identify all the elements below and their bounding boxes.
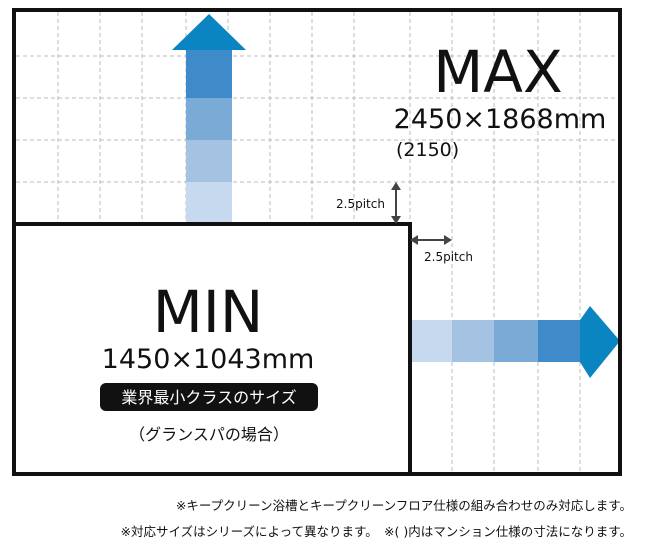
vertical-pitch bbox=[391, 182, 401, 224]
badge-text: 業界最小クラスのサイズ bbox=[121, 388, 296, 407]
footnote: ※キープクリーン浴槽とキープクリーンフロア仕様の組み合わせのみ対応します。 bbox=[176, 498, 632, 513]
max-alt-size: (2150) bbox=[396, 139, 459, 161]
min-label: MIN bbox=[153, 278, 264, 346]
pitch-label: 2.5pitch bbox=[336, 197, 385, 211]
min-size: 1450×1043mm bbox=[102, 344, 315, 375]
badge bbox=[100, 383, 318, 411]
pitch-label: 2.5pitch bbox=[424, 250, 473, 264]
right-arrow bbox=[410, 306, 620, 378]
horizontal-pitch bbox=[410, 235, 452, 245]
max-label: MAX bbox=[433, 38, 562, 106]
footnote: ※対応サイズはシリーズによって異なります。 ※( )内はマンション仕様の寸法にな… bbox=[121, 524, 632, 539]
min-frame bbox=[12, 222, 412, 476]
max-size: 2450×1868mm bbox=[394, 104, 607, 135]
min-note: （グランスパの場合） bbox=[129, 425, 289, 444]
up-arrow bbox=[172, 14, 246, 224]
